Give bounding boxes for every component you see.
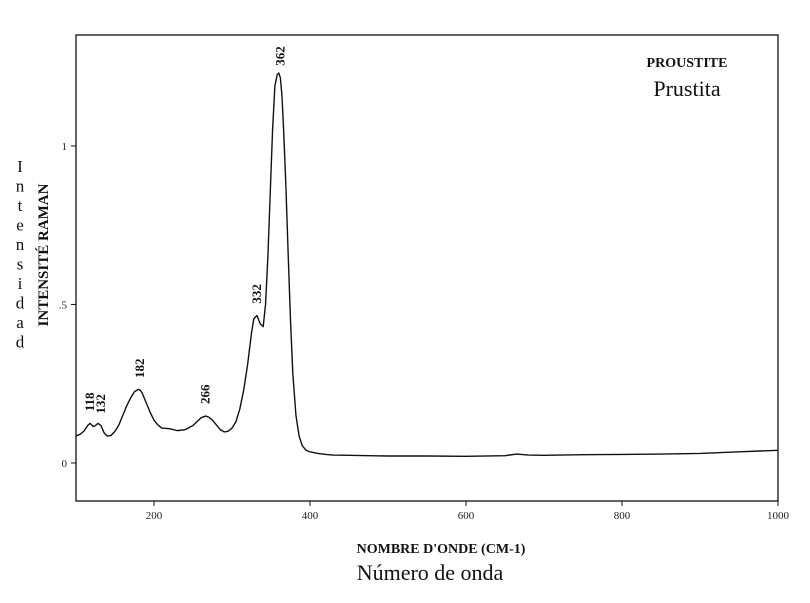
peak-label: 362 [272, 46, 287, 66]
chart-title: PROUSTITE [647, 56, 728, 71]
x-axis-label: NOMBRE D'ONDE (CM-1) [357, 542, 526, 557]
y-label-letter: d [16, 333, 25, 352]
y-axis-ticks: 0.51 [59, 141, 76, 470]
y-label-letter: n [16, 177, 25, 196]
spectrum-line [75, 72, 779, 457]
y-label-letter: t [18, 196, 23, 215]
x-tick-label: 1000 [767, 510, 790, 522]
y-label-letter: s [17, 255, 24, 274]
y-label-letter: d [16, 294, 25, 313]
peak-label: 132 [93, 394, 108, 414]
x-axis-label-secondary: Número de onda [357, 560, 504, 585]
peak-label: 266 [198, 384, 213, 404]
x-axis-ticks: 200 400 600 800 1000 [146, 501, 790, 522]
x-tick-label: 400 [302, 510, 319, 522]
peak-label: 182 [132, 359, 147, 379]
y-tick-label: .5 [59, 299, 68, 311]
y-label-letter: I [17, 157, 23, 176]
x-tick-label: 800 [614, 510, 631, 522]
x-tick-label: 600 [458, 510, 475, 522]
y-axis-label: INTENSITÉ RAMAN [35, 183, 52, 326]
x-tick-label: 200 [146, 510, 163, 522]
chart-subtitle: Prustita [653, 76, 720, 101]
y-label-letter: e [16, 216, 24, 235]
y-tick-label: 0 [62, 458, 68, 470]
y-label-letter: a [16, 313, 24, 332]
plot-frame [75, 34, 779, 502]
peak-label: 118 [82, 392, 97, 411]
y-label-letter: n [16, 235, 25, 254]
peak-label: 332 [249, 284, 264, 304]
y-tick-label: 1 [62, 141, 68, 153]
y-label-letter: i [18, 274, 23, 293]
